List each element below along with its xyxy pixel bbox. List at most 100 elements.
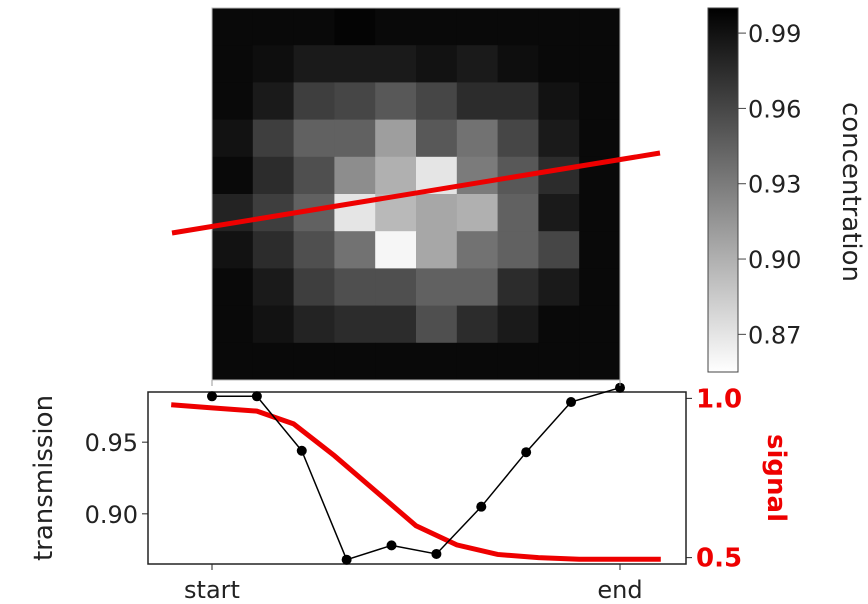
heatmap-cell bbox=[334, 156, 376, 195]
transmission-point bbox=[296, 445, 307, 456]
heatmap-frame bbox=[211, 7, 621, 381]
heatmap-cell bbox=[375, 119, 417, 158]
heatmap-cell bbox=[416, 268, 458, 307]
profile-plot bbox=[171, 382, 661, 565]
heatmap-cell bbox=[538, 231, 580, 269]
heatmap-cell bbox=[538, 342, 580, 381]
heatmap-cell bbox=[252, 268, 295, 307]
heatmap-cell bbox=[538, 194, 580, 232]
heatmap-cell bbox=[375, 45, 417, 83]
colorbar bbox=[707, 7, 739, 373]
heatmap-cell bbox=[416, 119, 458, 158]
y2-tick-label: 0.5 bbox=[696, 544, 742, 574]
heatmap-cell bbox=[579, 305, 621, 344]
heatmap-cell bbox=[334, 305, 376, 344]
heatmap-cell bbox=[334, 268, 376, 307]
heatmap-cell bbox=[538, 119, 580, 158]
heatmap-cell bbox=[334, 45, 376, 83]
x-axis-ticks: start end bbox=[184, 380, 643, 604]
heatmap-cell bbox=[497, 45, 539, 83]
heatmap-cell bbox=[497, 8, 539, 46]
heatmap-cell bbox=[538, 45, 580, 83]
heatmap-cell bbox=[579, 194, 621, 232]
heatmap-cell bbox=[252, 231, 295, 269]
heatmap-cell bbox=[456, 156, 499, 195]
heatmap-cell bbox=[212, 45, 254, 83]
heatmap-cell bbox=[416, 8, 458, 46]
heatmap-cell bbox=[538, 268, 580, 307]
y-tick-label: 0.90 bbox=[85, 501, 138, 529]
heatmap-cell bbox=[293, 305, 335, 344]
heatmap-cell bbox=[456, 194, 499, 232]
transmission-point bbox=[521, 447, 532, 458]
heatmap-cell bbox=[212, 156, 254, 195]
heatmap-cell bbox=[579, 45, 621, 83]
heatmap-cell bbox=[293, 231, 335, 269]
heatmap-cell bbox=[456, 82, 499, 121]
heatmap-cell bbox=[456, 305, 499, 344]
heatmap-cell bbox=[497, 342, 539, 381]
colorbar-label: concentration bbox=[836, 102, 866, 282]
heatmap-cell bbox=[416, 305, 458, 344]
heatmap-cell bbox=[375, 8, 417, 46]
heatmap-cell bbox=[293, 156, 335, 195]
heatmap-cell bbox=[212, 231, 254, 269]
heatmap-cell bbox=[497, 194, 539, 232]
transmission-point bbox=[615, 382, 625, 393]
heatmap-cell bbox=[538, 8, 580, 46]
colorbar-ticks: 0.99 0.96 0.93 0.90 0.87 bbox=[738, 20, 801, 349]
x-tick-label: end bbox=[597, 576, 642, 604]
heatmap-cell bbox=[334, 8, 376, 46]
y2-axis-label: signal bbox=[761, 434, 791, 522]
heatmap-cell bbox=[252, 8, 295, 46]
heatmap-cell bbox=[416, 82, 458, 121]
heatmap-cell bbox=[456, 8, 499, 46]
heatmap-cell bbox=[416, 342, 458, 381]
colorbar-tick-label: 0.96 bbox=[748, 95, 801, 123]
transmission-point bbox=[476, 501, 487, 512]
heatmap-cell bbox=[252, 342, 295, 381]
transmission-point bbox=[341, 554, 352, 565]
heatmap-cell bbox=[293, 268, 335, 307]
heatmap-cell bbox=[538, 82, 580, 121]
colorbar-tick-label: 0.99 bbox=[748, 20, 801, 48]
heatmap-cell bbox=[293, 8, 335, 46]
heatmap-cell bbox=[252, 156, 295, 195]
heatmap-cell bbox=[375, 268, 417, 307]
heatmap-cell bbox=[579, 8, 621, 46]
heatmap-cell bbox=[497, 231, 539, 269]
heatmap-cell bbox=[497, 119, 539, 158]
heatmap-cell bbox=[375, 156, 417, 195]
heatmap-cell bbox=[416, 194, 458, 232]
transmission-point bbox=[431, 548, 442, 559]
y2-axis-ticks: 1.0 0.5 bbox=[686, 384, 742, 574]
heatmap-cell bbox=[497, 268, 539, 307]
heatmap-cell bbox=[334, 342, 376, 381]
heatmap-cell bbox=[416, 231, 458, 269]
heatmap-cell bbox=[375, 82, 417, 121]
heatmap-cell bbox=[456, 119, 499, 158]
heatmap-cell bbox=[579, 231, 621, 269]
heatmap-cell bbox=[416, 45, 458, 83]
heatmap-cell bbox=[456, 268, 499, 307]
y-tick-label: 0.95 bbox=[85, 429, 138, 457]
x-tick-label: start bbox=[184, 576, 240, 604]
heatmap-cell bbox=[456, 342, 499, 381]
cross-section-line bbox=[171, 150, 661, 236]
heatmap-cell bbox=[375, 342, 417, 381]
heatmap-cell bbox=[497, 305, 539, 344]
heatmap-cell bbox=[212, 342, 254, 381]
heatmap-cell bbox=[252, 82, 295, 121]
heatmap-cell bbox=[334, 82, 376, 121]
heatmap-cell bbox=[293, 342, 335, 381]
heatmap-cell bbox=[579, 342, 621, 381]
heatmap-cell bbox=[212, 305, 254, 344]
profile-axes bbox=[147, 391, 687, 565]
colorbar-tick-label: 0.93 bbox=[748, 171, 801, 199]
transmission-point bbox=[251, 391, 262, 402]
heatmap-cell bbox=[252, 305, 295, 344]
y-axis-ticks: 0.95 0.90 bbox=[85, 429, 148, 529]
heatmap-cell bbox=[293, 45, 335, 83]
heatmap-cell bbox=[375, 305, 417, 344]
transmission-line bbox=[212, 386, 621, 561]
